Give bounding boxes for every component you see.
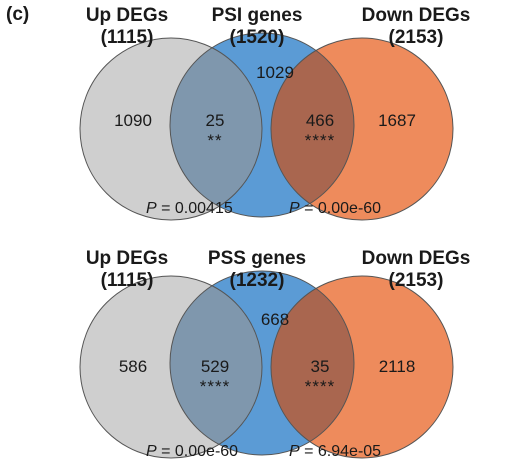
- left-middle-overlap: [170, 38, 262, 217]
- left-set-count: (1115): [100, 27, 154, 48]
- right-only-count: 2118: [378, 357, 416, 376]
- middle-set-header: PSS genes (1232): [172, 248, 342, 292]
- left-only-count: 1090: [114, 111, 152, 130]
- middle-right-significance: ****: [304, 131, 336, 150]
- left-set-header: Up DEGs (1115): [42, 5, 212, 49]
- middle-set-count: (1232): [229, 270, 285, 291]
- middle-set-count: (1520): [229, 27, 285, 48]
- right-set-name: Down DEGs: [361, 248, 471, 269]
- right-set-name: Down DEGs: [361, 5, 471, 26]
- venn-diagram-psi: Up DEGs (1115) PSI genes (1520) Down DEG…: [0, 0, 509, 230]
- middle-right-count: 466: [305, 111, 335, 130]
- left-middle-significance: ****: [199, 377, 231, 396]
- p-value-left: P = 0.00415: [146, 200, 233, 218]
- panel-label: (c): [6, 4, 30, 25]
- p-value-text: = 6.94e-05: [299, 443, 382, 460]
- left-middle-overlap: [170, 276, 262, 455]
- p-value-text: = 0.00415: [156, 200, 233, 217]
- right-only-count: 1687: [378, 111, 416, 130]
- left-set-name: Up DEGs: [85, 248, 169, 269]
- p-symbol: P: [289, 443, 300, 460]
- left-middle-count: 25: [205, 111, 225, 130]
- right-set-count: (2153): [388, 27, 444, 48]
- middle-set-name: PSS genes: [207, 248, 307, 269]
- left-middle-count: 529: [200, 357, 230, 376]
- middle-set-name: PSI genes: [211, 5, 303, 26]
- left-set-count: (1115): [100, 270, 154, 291]
- p-symbol: P: [289, 200, 300, 217]
- middle-only-count: 1029: [256, 63, 294, 82]
- middle-right-count: 35: [310, 357, 330, 376]
- middle-set-header: PSI genes (1520): [172, 5, 342, 49]
- left-middle-significance: **: [207, 131, 223, 150]
- p-value-text: = 0.00e-60: [299, 200, 382, 217]
- right-set-header: Down DEGs (2153): [331, 5, 501, 49]
- left-only-count: 586: [118, 357, 148, 376]
- venn-graphic-pss: [79, 270, 454, 459]
- middle-only-count: 668: [260, 310, 290, 329]
- right-set-count: (2153): [388, 270, 444, 291]
- p-symbol: P: [146, 200, 157, 217]
- p-symbol: P: [146, 443, 157, 460]
- middle-right-overlap: [271, 276, 354, 455]
- middle-right-overlap: [271, 38, 354, 217]
- middle-right-significance: ****: [304, 377, 336, 396]
- left-set-header: Up DEGs (1115): [42, 248, 212, 292]
- venn-graphic-psi: [79, 32, 454, 221]
- venn-diagram-pss: Up DEGs (1115) PSS genes (1232) Down DEG…: [0, 238, 509, 468]
- left-set-name: Up DEGs: [85, 5, 169, 26]
- p-value-right: P = 6.94e-05: [289, 443, 381, 461]
- p-value-left: P = 0.00e-60: [146, 443, 238, 461]
- p-value-text: = 0.00e-60: [156, 443, 239, 460]
- right-set-header: Down DEGs (2153): [331, 248, 501, 292]
- p-value-right: P = 0.00e-60: [289, 200, 381, 218]
